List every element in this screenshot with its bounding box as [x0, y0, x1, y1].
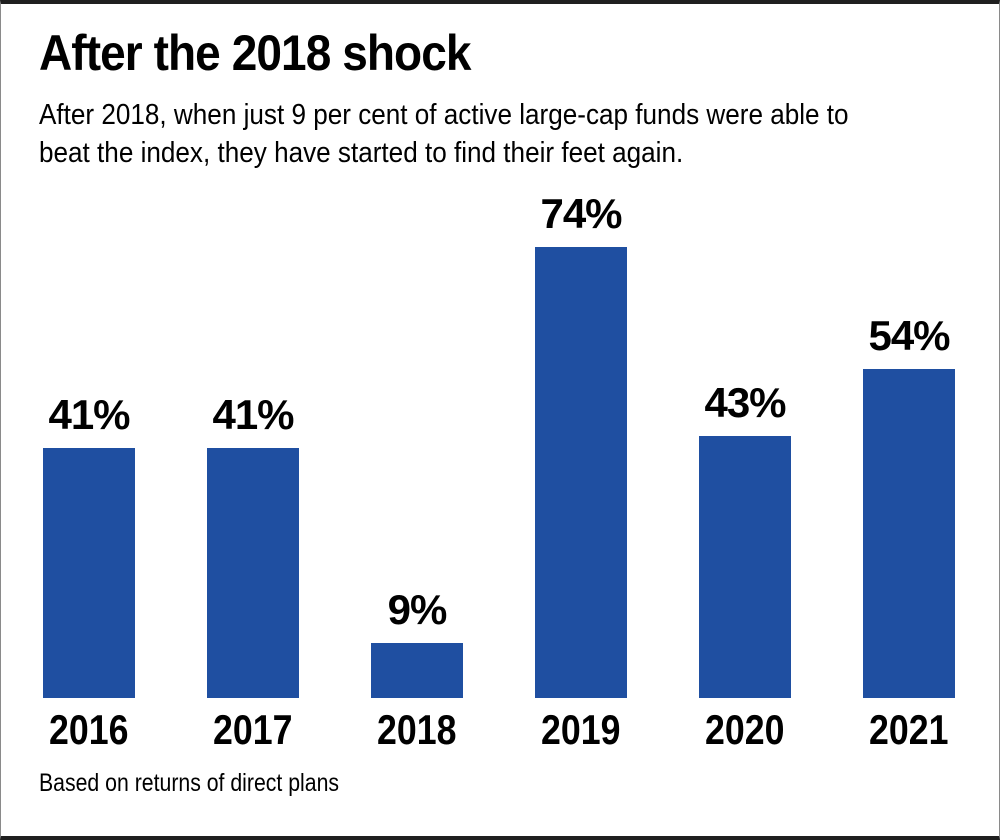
bar-value-label: 54%: [868, 312, 950, 359]
bar: [699, 436, 791, 698]
bar: [863, 369, 955, 698]
bar-value-label: 41%: [48, 391, 130, 438]
bar-value-label: 74%: [540, 190, 622, 237]
x-tick-label: 2021: [869, 706, 949, 753]
x-tick-label: 2017: [213, 706, 293, 753]
bar-value-label: 43%: [704, 379, 786, 426]
bar-value-label: 41%: [212, 391, 294, 438]
x-tick-label: 2018: [377, 706, 457, 753]
bar-chart: 41% 2016 41% 2017 9% 2018 74% 2019 43% 2…: [7, 172, 999, 752]
x-tick-label: 2016: [49, 706, 129, 753]
chart-footnote: Based on returns of direct plans: [39, 769, 999, 798]
chart-subtitle-line-1: After 2018, when just 9 per cent of acti…: [39, 99, 849, 131]
x-tick-label: 2019: [541, 706, 621, 753]
bar-column: 43% 2020: [663, 382, 827, 752]
chart-subtitle-line-2: beat the index, they have started to fin…: [39, 137, 684, 169]
chart-title: After the 2018 shock: [39, 28, 999, 78]
bar: [371, 643, 463, 698]
bar: [535, 247, 627, 698]
bar-column: 74% 2019: [499, 193, 663, 752]
bar-column: 41% 2017: [171, 394, 335, 752]
bar-column: 54% 2021: [827, 315, 991, 752]
bar-column: 9% 2018: [335, 589, 499, 752]
bar-value-label: 9%: [387, 586, 448, 633]
chart-footnote-text: Based on returns of direct plans: [39, 769, 340, 797]
bar-column: 41% 2016: [7, 394, 171, 752]
bar: [43, 448, 135, 698]
bar: [207, 448, 299, 698]
chart-subtitle: After 2018, when just 9 per cent of acti…: [39, 96, 999, 172]
x-tick-label: 2020: [705, 706, 785, 753]
chart-title-text: After the 2018 shock: [39, 25, 471, 81]
